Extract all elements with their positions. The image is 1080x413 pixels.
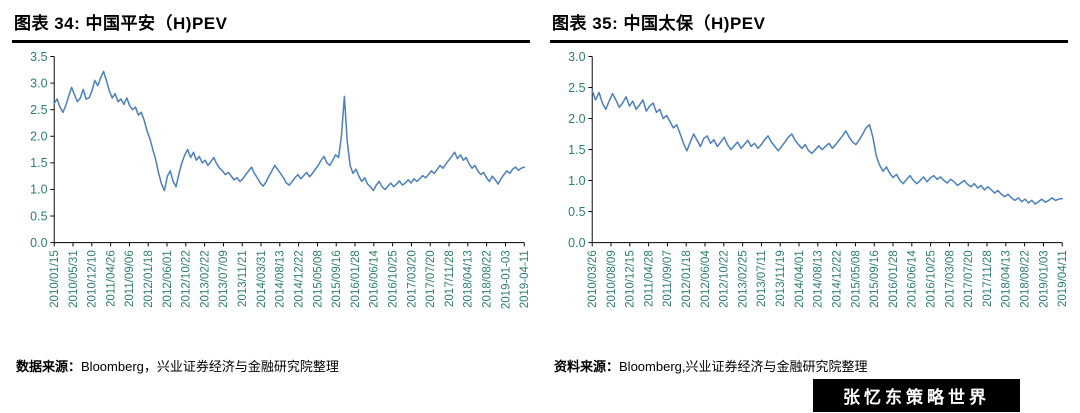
svg-text:2019-04-11: 2019-04-11 <box>519 250 530 308</box>
svg-text:2019/04/11: 2019/04/11 <box>1057 250 1068 307</box>
svg-text:0.0: 0.0 <box>30 236 47 250</box>
svg-text:2.0: 2.0 <box>30 130 47 144</box>
svg-text:2013/11/19: 2013/11/19 <box>775 250 787 307</box>
svg-text:2010/12/15: 2010/12/15 <box>625 250 637 308</box>
source-line-pingan: 数据来源：Bloomberg，兴业证券经济与金融研究院整理 <box>12 352 530 379</box>
chart-panel-taibao: 图表 35: 中国太保（H)PEV 0.0 0.5 1.0 1.5 2.0 2.5 3.0 2… <box>550 6 1068 379</box>
svg-text:2010/03/26: 2010/03/26 <box>587 250 599 308</box>
svg-text:2012/06/01: 2012/06/01 <box>162 250 174 308</box>
svg-text:2013/11/21: 2013/11/21 <box>237 250 249 307</box>
source-line-taibao: 资料来源：Bloomberg,兴业证券经济与金融研究院整理 <box>550 352 1068 379</box>
svg-text:2017/11/28: 2017/11/28 <box>444 250 456 307</box>
svg-text:2018/04/13: 2018/04/13 <box>1001 250 1013 308</box>
svg-text:2013/07/09: 2013/07/09 <box>218 250 230 308</box>
svg-text:2011/04/26: 2011/04/26 <box>105 250 117 307</box>
chart-title-pingan: 图表 34: 中国平安（H)PEV <box>12 6 530 43</box>
pev-line-chart-taibao: 0.0 0.5 1.0 1.5 2.0 2.5 3.0 2010/03/26 2010/08/0… <box>568 50 1068 308</box>
svg-text:2015/05/08: 2015/05/08 <box>312 250 324 308</box>
svg-text:2013/07/11: 2013/07/11 <box>756 250 768 307</box>
svg-text:2010/05/31: 2010/05/31 <box>68 250 80 308</box>
svg-text:2014/08/13: 2014/08/13 <box>275 250 287 308</box>
chart-panel-pingan: 图表 34: 中国平安（H)PEV 0.0 0.5 1.0 1.5 2.0 2.5 3.0 3… <box>12 6 530 379</box>
svg-text:2014/04/01: 2014/04/01 <box>794 250 806 308</box>
svg-text:2016/01/28: 2016/01/28 <box>350 250 362 308</box>
svg-text:2012/01/18: 2012/01/18 <box>143 250 155 308</box>
svg-text:3.5: 3.5 <box>30 50 47 64</box>
svg-text:2014/12/22: 2014/12/22 <box>293 250 305 308</box>
svg-text:1.0: 1.0 <box>568 174 585 188</box>
svg-text:2012/06/04: 2012/06/04 <box>700 250 712 308</box>
svg-text:0.0: 0.0 <box>568 236 585 250</box>
svg-text:3.0: 3.0 <box>30 76 47 90</box>
source-label: 资料来源： <box>554 358 620 374</box>
source-text: Bloomberg，兴业证券经济与金融研究院整理 <box>81 358 339 374</box>
svg-text:2.5: 2.5 <box>568 81 585 95</box>
svg-text:2016/06/14: 2016/06/14 <box>907 250 919 308</box>
svg-text:2.5: 2.5 <box>30 103 47 117</box>
source-label: 数据来源： <box>16 358 82 374</box>
svg-text:1.5: 1.5 <box>30 156 47 170</box>
svg-text:2018/08/22: 2018/08/22 <box>481 250 493 308</box>
svg-text:2012/10/22: 2012/10/22 <box>719 250 731 308</box>
svg-text:1.0: 1.0 <box>30 183 47 197</box>
svg-text:2017/07/20: 2017/07/20 <box>425 250 437 308</box>
svg-text:2012/10/22: 2012/10/22 <box>181 250 193 308</box>
svg-text:2014/03/31: 2014/03/31 <box>256 250 268 308</box>
svg-text:2018/04/13: 2018/04/13 <box>463 250 475 308</box>
svg-text:2016/10/25: 2016/10/25 <box>925 250 937 308</box>
svg-text:2012/01/18: 2012/01/18 <box>681 250 693 308</box>
pev-line-chart-pingan: 0.0 0.5 1.0 1.5 2.0 2.5 3.0 3.5 2010/01/15 2010/0… <box>30 50 530 309</box>
svg-text:2019/01/03: 2019/01/03 <box>1038 250 1050 308</box>
svg-text:2019-01-03: 2019-01-03 <box>500 250 512 309</box>
svg-text:2017/03/08: 2017/03/08 <box>944 250 956 308</box>
svg-text:2013/02/22: 2013/02/22 <box>199 250 211 308</box>
svg-text:2017/03/20: 2017/03/20 <box>406 250 418 308</box>
svg-text:0.5: 0.5 <box>30 209 47 223</box>
svg-text:2016/06/14: 2016/06/14 <box>369 250 381 308</box>
chart-title-taibao: 图表 35: 中国太保（H)PEV <box>550 6 1068 43</box>
svg-text:2017/11/28: 2017/11/28 <box>982 250 994 307</box>
svg-text:2014/12/22: 2014/12/22 <box>831 250 843 308</box>
svg-text:2016/01/28: 2016/01/28 <box>888 250 900 308</box>
svg-text:2015/05/08: 2015/05/08 <box>850 250 862 308</box>
svg-text:2013/02/25: 2013/02/25 <box>737 250 749 308</box>
svg-text:2018/08/22: 2018/08/22 <box>1019 250 1031 308</box>
svg-text:2010/08/09: 2010/08/09 <box>606 250 618 308</box>
svg-text:2011/09/07: 2011/09/07 <box>662 250 674 307</box>
source-text: Bloomberg,兴业证券经济与金融研究院整理 <box>619 358 868 374</box>
svg-text:2016/10/25: 2016/10/25 <box>387 250 399 308</box>
svg-text:2011/04/28: 2011/04/28 <box>643 250 655 307</box>
svg-text:2015/09/16: 2015/09/16 <box>869 250 881 308</box>
svg-text:2011/09/06: 2011/09/06 <box>124 250 136 307</box>
svg-text:2017/07/20: 2017/07/20 <box>963 250 975 308</box>
svg-text:2.0: 2.0 <box>568 112 585 126</box>
watermark-badge: 张忆东策略世界 <box>813 379 1020 412</box>
svg-text:2014/08/13: 2014/08/13 <box>813 250 825 308</box>
figure-row: 图表 34: 中国平安（H)PEV 0.0 0.5 1.0 1.5 2.0 2.5 3.0 3… <box>12 6 1068 379</box>
svg-text:2010/01/15: 2010/01/15 <box>49 250 61 308</box>
svg-text:0.5: 0.5 <box>568 205 585 219</box>
svg-text:2010/12/10: 2010/12/10 <box>87 250 99 308</box>
svg-text:2015/09/16: 2015/09/16 <box>331 250 343 308</box>
svg-text:1.5: 1.5 <box>568 143 585 157</box>
svg-text:3.0: 3.0 <box>568 50 585 64</box>
